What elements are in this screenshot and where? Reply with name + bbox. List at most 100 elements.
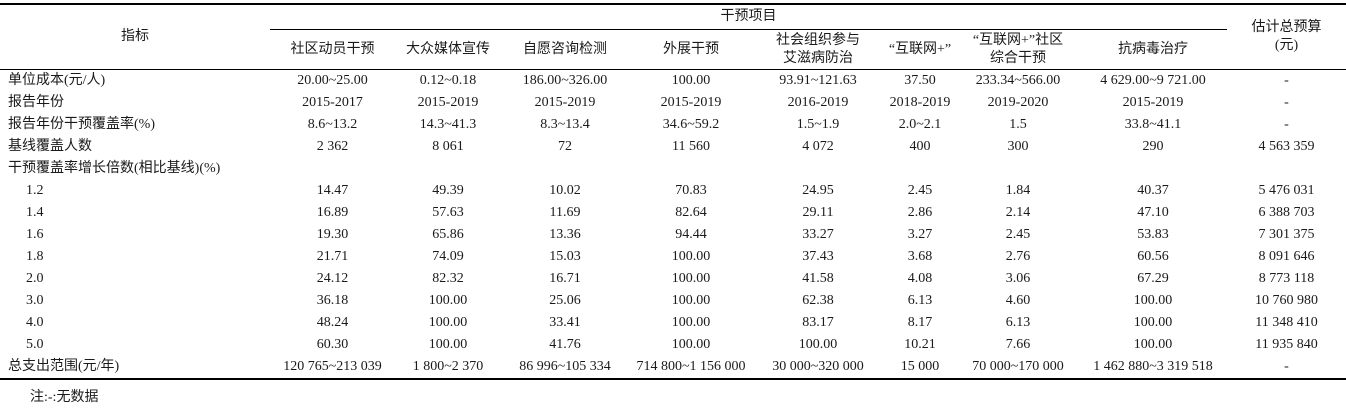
value-cell: 83.17 (802, 315, 834, 330)
table-row: 4.0 48.24 100.00 33.41 100.00 83.17 8.17 6.13 10… (0, 312, 1346, 334)
value-cell: 60.56 (1137, 249, 1169, 264)
table-note: 注:-:无数据 (30, 390, 99, 405)
value-cell: 4.08 (907, 271, 933, 286)
value-cell: 20.00~25.00 (297, 73, 368, 88)
value-cell: 100.00 (428, 337, 468, 352)
value-cell: 100.00 (671, 73, 711, 88)
value-cell: 11.69 (549, 205, 581, 220)
value-cell: 100.00 (671, 293, 711, 308)
column-header-vct: 自愿咨询检测 (501, 29, 629, 70)
value-cell: 6.13 (907, 293, 933, 308)
value-cell: 3.27 (907, 227, 933, 242)
row-label: 5.0 (26, 337, 44, 352)
row-label: 报告年份干预覆盖率(%) (8, 117, 155, 132)
value-cell: 100.00 (428, 315, 468, 330)
value-cell: 24.12 (316, 271, 349, 286)
value-cell: 4.60 (1005, 293, 1031, 308)
value-cell: 1.5~1.9 (796, 117, 840, 132)
table-row: 1.2 14.47 49.39 10.02 70.83 24.95 2.45 1.84 40.3… (0, 180, 1346, 202)
total-cell: - (1284, 359, 1289, 374)
total-cell: 8 773 118 (1258, 271, 1315, 286)
value-cell: 100.00 (671, 249, 711, 264)
value-cell: 37.43 (802, 249, 834, 264)
value-cell: 100.00 (1133, 337, 1173, 352)
value-cell: 33.27 (802, 227, 834, 242)
value-cell: 10.21 (904, 337, 936, 352)
table-row: 3.0 36.18 100.00 25.06 100.00 62.38 6.13 4.60 10… (0, 290, 1346, 312)
value-cell: 1 800~2 370 (412, 359, 484, 374)
value-cell: 2015-2019 (660, 95, 722, 110)
total-cell: - (1284, 73, 1289, 88)
total-cell: 11 348 410 (1255, 315, 1318, 330)
row-label: 干预覆盖率增长倍数(相比基线)(%) (8, 161, 221, 176)
value-cell: 2 362 (316, 139, 349, 154)
value-cell: 6.13 (1005, 315, 1031, 330)
value-cell: 65.86 (432, 227, 464, 242)
table-row: 5.0 60.30 100.00 41.76 100.00 100.00 10.21 7.66… (0, 334, 1346, 356)
value-cell: 3.68 (907, 249, 933, 264)
column-header-internet-plus-community: “互联网+”社区 综合干预 (957, 29, 1079, 70)
value-cell (501, 158, 629, 180)
value-cell: 4 629.00~9 721.00 (1100, 73, 1206, 88)
budget-table: 指标 干预项目 估计总预算 (元) 社区动员干预 大众媒体宣传 自愿咨询检测 外… (0, 3, 1346, 380)
row-label: 4.0 (26, 315, 44, 330)
value-cell: 21.71 (316, 249, 349, 264)
paper-table-figure: 指标 干预项目 估计总预算 (元) 社区动员干预 大众媒体宣传 自愿咨询检测 外… (0, 3, 1346, 405)
value-cell: 2015-2017 (302, 95, 363, 110)
value-cell: 41.76 (549, 337, 581, 352)
value-cell: 47.10 (1137, 205, 1169, 220)
table-row: 1.6 19.30 65.86 13.36 94.44 33.27 3.27 2.45 53.8… (0, 224, 1346, 246)
row-label: 1.2 (26, 183, 44, 198)
value-cell: 2015-2019 (534, 95, 596, 110)
value-cell: 100.00 (671, 337, 711, 352)
value-cell: 10.02 (549, 183, 581, 198)
value-cell: 4 072 (802, 139, 834, 154)
value-cell: 8.3~13.4 (540, 117, 590, 132)
total-cell: 4 563 359 (1258, 139, 1315, 154)
value-cell: 16.89 (316, 205, 349, 220)
value-cell: 2015-2019 (417, 95, 479, 110)
intervention-group-header: 干预项目 (270, 4, 1227, 30)
value-cell: 33.41 (549, 315, 581, 330)
value-cell: 74.09 (432, 249, 464, 264)
value-cell (883, 158, 957, 180)
column-header-outreach: 外展干预 (629, 29, 753, 70)
value-cell: 233.34~566.00 (975, 73, 1061, 88)
value-cell: 67.29 (1137, 271, 1169, 286)
column-header-antiviral-therapy: 抗病毒治疗 (1079, 29, 1227, 70)
value-cell: 19.30 (316, 227, 349, 242)
total-cell: 8 091 646 (1258, 249, 1315, 264)
value-cell: 14.3~41.3 (419, 117, 477, 132)
row-label: 2.0 (26, 271, 44, 286)
table-row: 报告年份 2015-2017 2015-2019 2015-2019 2015-2019… (0, 92, 1346, 114)
value-cell: 24.95 (802, 183, 834, 198)
column-header-row: 社区动员干预 大众媒体宣传 自愿咨询检测 外展干预 社会组织参与 艾滋病防治 “… (0, 29, 1346, 70)
value-cell: 2.76 (1005, 249, 1031, 264)
value-cell: 2.45 (1005, 227, 1031, 242)
value-cell: 100.00 (1133, 293, 1173, 308)
row-label: 3.0 (26, 293, 44, 308)
value-cell: 86 996~105 334 (519, 359, 611, 374)
value-cell: 15 000 (900, 359, 940, 374)
value-cell (957, 158, 1079, 180)
value-cell: 8.17 (907, 315, 933, 330)
value-cell: 33.8~41.1 (1124, 117, 1182, 132)
table-row: 单位成本(元/人) 20.00~25.00 0.12~0.18 186.00~326.… (0, 70, 1346, 93)
column-header-social-organization: 社会组织参与 艾滋病防治 (753, 29, 883, 70)
value-cell: 36.18 (316, 293, 349, 308)
table-row: 干预覆盖率增长倍数(相比基线)(%) (0, 158, 1346, 180)
value-cell: 82.32 (432, 271, 464, 286)
column-header-mass-media: 大众媒体宣传 (395, 29, 501, 70)
table-body: 单位成本(元/人) 20.00~25.00 0.12~0.18 186.00~326.… (0, 70, 1346, 380)
value-cell (1079, 158, 1227, 180)
value-cell: 41.58 (802, 271, 834, 286)
total-cell: 6 388 703 (1258, 205, 1315, 220)
value-cell: 72 (558, 139, 572, 154)
value-cell: 0.12~0.18 (419, 73, 477, 88)
value-cell: 2016-2019 (787, 95, 849, 110)
value-cell: 7.66 (1005, 337, 1031, 352)
value-cell: 70 000~170 000 (972, 359, 1064, 374)
value-cell: 15.03 (549, 249, 581, 264)
value-cell: 49.39 (432, 183, 464, 198)
value-cell: 1.5 (1009, 117, 1027, 132)
